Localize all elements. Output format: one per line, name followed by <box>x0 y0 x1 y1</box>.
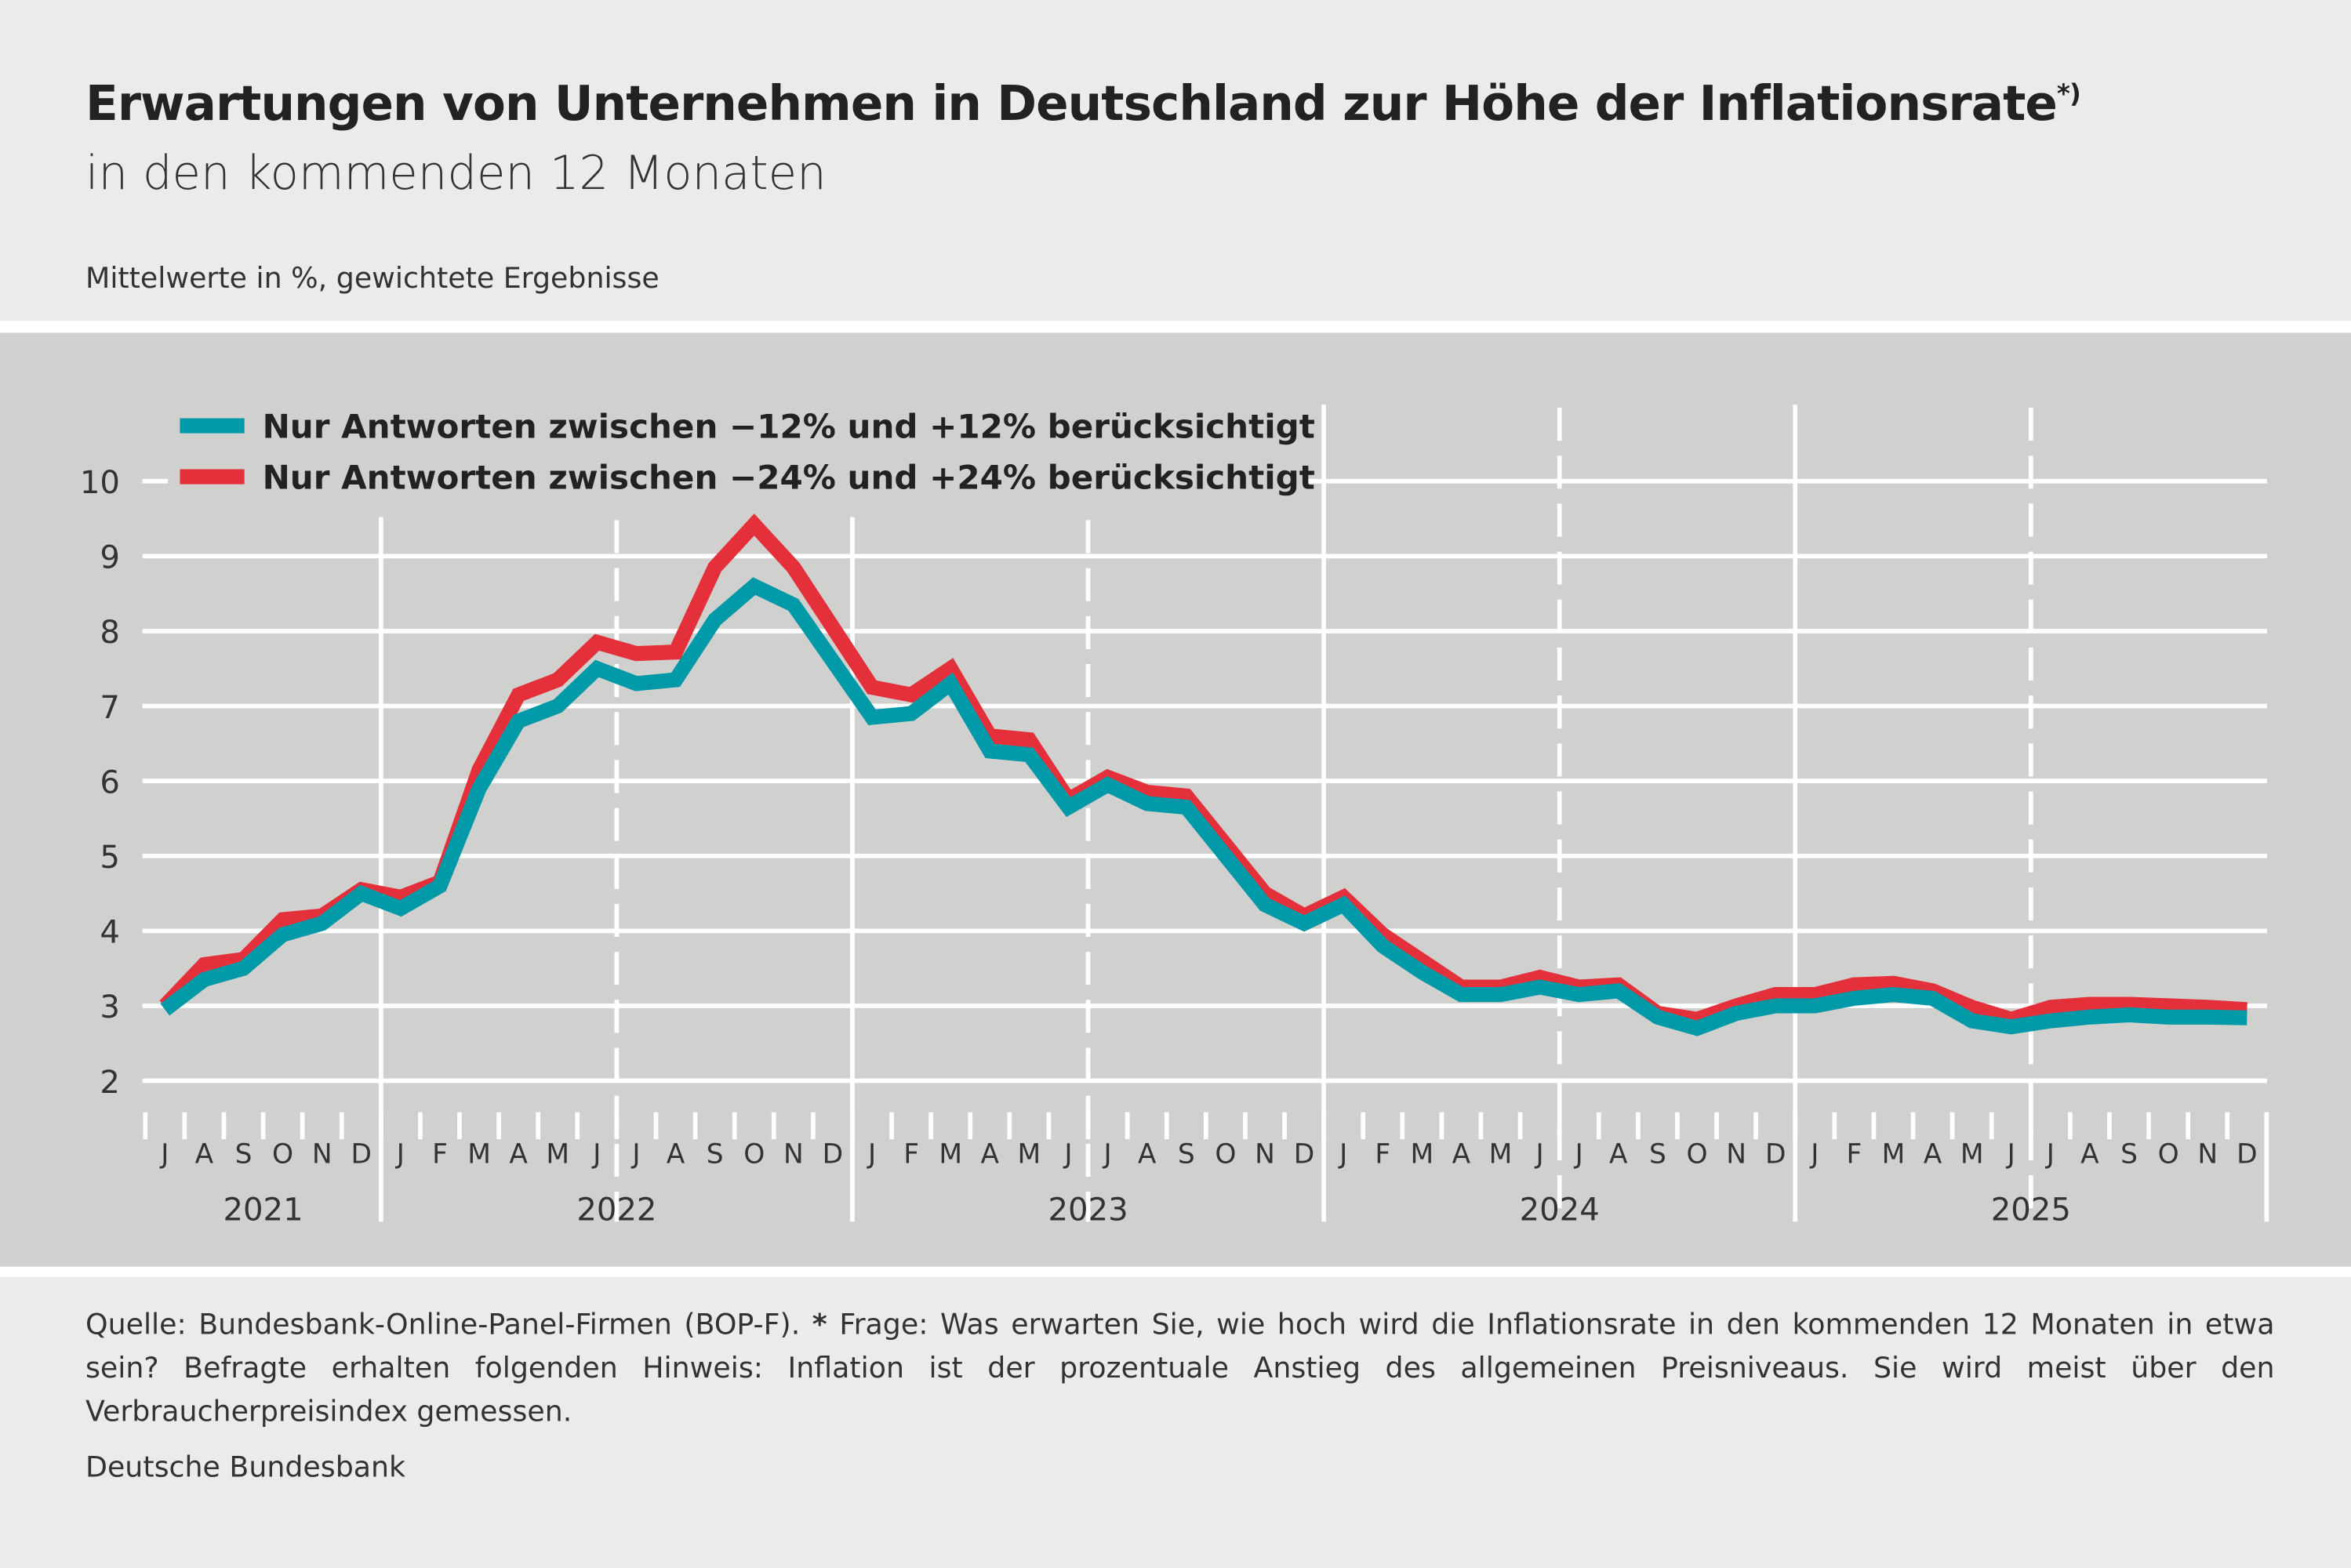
month-label: M <box>1489 1139 1513 1171</box>
source-text: Quelle: Bundesbank-Online-Panel-Firmen (… <box>85 1308 800 1341</box>
year-label: 2025 <box>1991 1192 2071 1228</box>
month-label: O <box>743 1139 765 1171</box>
month-label: J <box>159 1139 169 1171</box>
month-label: F <box>1846 1139 1862 1171</box>
month-label: A <box>195 1139 214 1171</box>
month-label: N <box>783 1139 804 1171</box>
month-label: M <box>939 1139 962 1171</box>
month-label: S <box>1178 1139 1195 1171</box>
month-label: A <box>1452 1139 1471 1171</box>
month-label: J <box>395 1139 405 1171</box>
y-tick-label: 6 <box>100 764 120 800</box>
month-label: A <box>509 1139 528 1171</box>
month-label: J <box>2045 1139 2055 1171</box>
month-label: J <box>1103 1139 1112 1171</box>
y-tick-label: 9 <box>100 540 120 576</box>
y-tick-label: 4 <box>100 915 120 951</box>
month-label: A <box>1609 1139 1628 1171</box>
month-label: S <box>1649 1139 1666 1171</box>
month-label: M <box>1960 1139 1984 1171</box>
month-label: O <box>1686 1139 1707 1171</box>
month-label: S <box>235 1139 253 1171</box>
month-label: A <box>2080 1139 2099 1171</box>
month-label: F <box>903 1139 919 1171</box>
year-label: 2021 <box>223 1192 303 1228</box>
footnote-star: * <box>812 1308 827 1341</box>
series-line-24pct <box>165 524 2247 1019</box>
month-label: J <box>2006 1139 2015 1171</box>
publisher: Deutsche Bundesbank <box>85 1451 405 1484</box>
y-tick-label: 10 <box>80 465 120 501</box>
month-label: A <box>1138 1139 1157 1171</box>
month-label: O <box>2158 1139 2179 1171</box>
year-label: 2022 <box>576 1192 656 1228</box>
month-label: A <box>981 1139 1000 1171</box>
month-label: D <box>823 1139 844 1171</box>
y-tick-label: 3 <box>100 989 120 1025</box>
month-label: J <box>1535 1139 1544 1171</box>
month-label: M <box>1410 1139 1433 1171</box>
month-label: M <box>1018 1139 1041 1171</box>
month-label: O <box>1215 1139 1236 1171</box>
legend-label: Nur Antworten zwischen −12% und +12% ber… <box>263 407 1315 445</box>
year-label: 2024 <box>1520 1192 1600 1228</box>
month-label: M <box>1882 1139 1906 1171</box>
footnote: Quelle: Bundesbank-Online-Panel-Firmen (… <box>85 1304 2275 1434</box>
month-label: N <box>1726 1139 1746 1171</box>
month-label: D <box>351 1139 372 1171</box>
month-label: F <box>432 1139 448 1171</box>
month-label: J <box>1809 1139 1819 1171</box>
month-label: N <box>312 1139 332 1171</box>
month-label: J <box>1338 1139 1347 1171</box>
month-label: N <box>2197 1139 2218 1171</box>
month-label: M <box>546 1139 569 1171</box>
month-label: S <box>707 1139 724 1171</box>
y-tick-label: 2 <box>100 1065 120 1101</box>
month-label: J <box>1063 1139 1072 1171</box>
year-label: 2023 <box>1048 1192 1128 1228</box>
month-label: O <box>272 1139 293 1171</box>
month-label: A <box>667 1139 685 1171</box>
month-label: F <box>1375 1139 1390 1171</box>
y-tick-label: 7 <box>100 690 120 726</box>
legend-label: Nur Antworten zwischen −24% und +24% ber… <box>263 458 1315 496</box>
month-label: M <box>467 1139 491 1171</box>
y-tick-label: 8 <box>100 615 120 651</box>
series-line-12pct <box>165 586 2247 1029</box>
month-label: N <box>1255 1139 1275 1171</box>
month-label: D <box>1294 1139 1315 1171</box>
month-label: J <box>591 1139 601 1171</box>
month-label: A <box>1924 1139 1942 1171</box>
month-label: S <box>2120 1139 2138 1171</box>
month-label: D <box>1765 1139 1786 1171</box>
month-label: J <box>1574 1139 1583 1171</box>
month-label: D <box>2237 1139 2258 1171</box>
month-label: J <box>630 1139 640 1171</box>
y-tick-label: 5 <box>100 840 120 876</box>
month-label: J <box>867 1139 876 1171</box>
